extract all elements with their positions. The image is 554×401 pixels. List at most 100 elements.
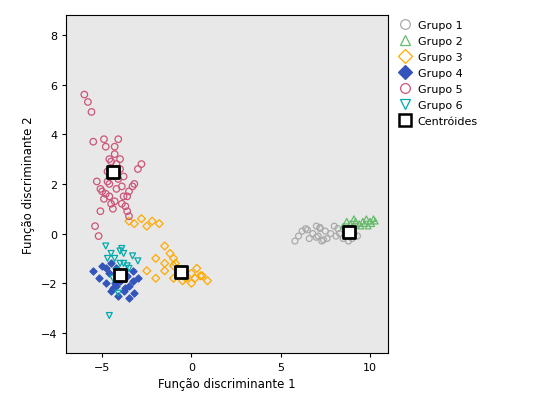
Point: [290, 238, 299, 245]
Point: [103, 179, 112, 185]
Point: [123, 194, 132, 200]
Point: [110, 198, 119, 205]
Point: [169, 263, 178, 269]
Point: [125, 295, 134, 302]
Point: [134, 258, 142, 264]
Point: [294, 233, 303, 240]
Point: [342, 228, 351, 235]
Point: [191, 275, 199, 282]
Point: [134, 166, 142, 173]
Point: [335, 231, 344, 237]
Point: [116, 261, 125, 267]
Point: [319, 237, 328, 243]
Point: [351, 223, 360, 230]
Point: [203, 278, 212, 284]
Point: [346, 221, 355, 227]
Point: [130, 221, 138, 227]
Point: [101, 280, 110, 287]
Point: [121, 204, 130, 210]
Point: [110, 280, 119, 287]
Point: [116, 248, 125, 255]
Point: [123, 209, 132, 215]
Point: [301, 226, 310, 232]
Point: [114, 290, 122, 297]
Point: [348, 228, 357, 235]
Point: [366, 219, 375, 225]
Point: [98, 189, 106, 195]
Point: [89, 139, 98, 146]
Point: [358, 219, 367, 225]
Point: [110, 144, 119, 150]
Point: [103, 169, 112, 175]
Point: [93, 179, 101, 185]
Point: [192, 265, 201, 272]
Point: [125, 213, 134, 220]
Point: [114, 293, 122, 299]
Point: [342, 219, 351, 225]
Point: [123, 273, 132, 279]
Point: [109, 285, 117, 292]
Point: [187, 270, 196, 277]
Point: [101, 243, 110, 249]
Point: [334, 226, 342, 232]
Point: [346, 226, 355, 232]
Point: [160, 243, 169, 249]
Point: [305, 236, 314, 242]
Point: [128, 268, 137, 274]
Point: [348, 236, 357, 242]
Point: [116, 278, 125, 284]
Point: [107, 159, 116, 165]
Point: [344, 229, 353, 236]
Point: [80, 92, 89, 99]
Point: [100, 137, 109, 143]
Point: [119, 174, 128, 180]
Point: [151, 275, 160, 282]
Point: [160, 268, 169, 274]
Point: [317, 238, 326, 245]
Point: [119, 261, 128, 267]
Point: [187, 280, 196, 287]
Point: [371, 219, 379, 225]
Point: [198, 273, 207, 279]
Point: [107, 251, 116, 257]
Point: [338, 236, 347, 242]
Point: [84, 99, 93, 106]
Point: [134, 275, 142, 282]
Point: [117, 201, 126, 207]
Point: [303, 227, 312, 233]
Point: [94, 233, 103, 240]
Point: [128, 278, 137, 284]
Point: [160, 261, 169, 267]
Point: [369, 216, 378, 222]
Point: [155, 221, 164, 227]
Point: [178, 270, 187, 277]
Point: [130, 290, 138, 297]
Point: [107, 201, 116, 207]
Point: [116, 156, 125, 163]
Point: [100, 196, 109, 203]
Point: [112, 283, 121, 289]
Point: [87, 109, 96, 116]
Point: [171, 261, 180, 267]
Point: [101, 144, 110, 150]
Point: [119, 288, 128, 294]
Point: [137, 216, 146, 222]
Point: [109, 275, 117, 282]
Point: [316, 225, 325, 231]
Point: [116, 271, 125, 278]
Point: [117, 270, 126, 277]
Point: [312, 223, 321, 230]
Point: [101, 265, 110, 272]
X-axis label: Função discriminante 1: Função discriminante 1: [158, 377, 296, 390]
Point: [89, 268, 98, 274]
Point: [117, 184, 126, 190]
Point: [196, 273, 205, 279]
Point: [125, 265, 134, 272]
Point: [112, 162, 121, 168]
Point: [119, 251, 128, 257]
Point: [142, 223, 151, 230]
Point: [112, 186, 121, 192]
Point: [128, 184, 137, 190]
Point: [112, 268, 121, 274]
Point: [312, 235, 321, 241]
